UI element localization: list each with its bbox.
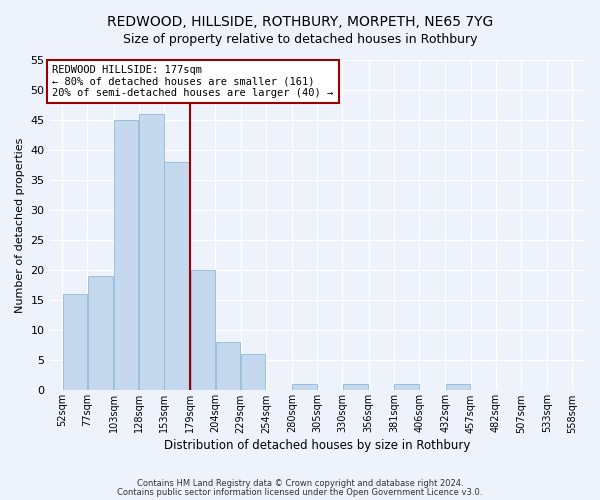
X-axis label: Distribution of detached houses by size in Rothbury: Distribution of detached houses by size … (164, 440, 470, 452)
Bar (241, 354, 265, 390)
Bar (139, 114, 164, 390)
Text: Contains HM Land Registry data © Crown copyright and database right 2024.: Contains HM Land Registry data © Crown c… (137, 478, 463, 488)
Bar (343, 384, 368, 390)
Text: Contains public sector information licensed under the Open Government Licence v3: Contains public sector information licen… (118, 488, 482, 497)
Bar (292, 384, 317, 390)
Bar (394, 384, 419, 390)
Bar (446, 384, 470, 390)
Bar (62, 294, 87, 390)
Bar (216, 342, 240, 390)
Y-axis label: Number of detached properties: Number of detached properties (15, 138, 25, 313)
Text: REDWOOD HILLSIDE: 177sqm
← 80% of detached houses are smaller (161)
20% of semi-: REDWOOD HILLSIDE: 177sqm ← 80% of detach… (52, 65, 334, 98)
Bar (164, 162, 190, 390)
Text: REDWOOD, HILLSIDE, ROTHBURY, MORPETH, NE65 7YG: REDWOOD, HILLSIDE, ROTHBURY, MORPETH, NE… (107, 15, 493, 29)
Text: Size of property relative to detached houses in Rothbury: Size of property relative to detached ho… (123, 32, 477, 46)
Bar (114, 120, 139, 390)
Bar (88, 276, 113, 390)
Bar (191, 270, 215, 390)
